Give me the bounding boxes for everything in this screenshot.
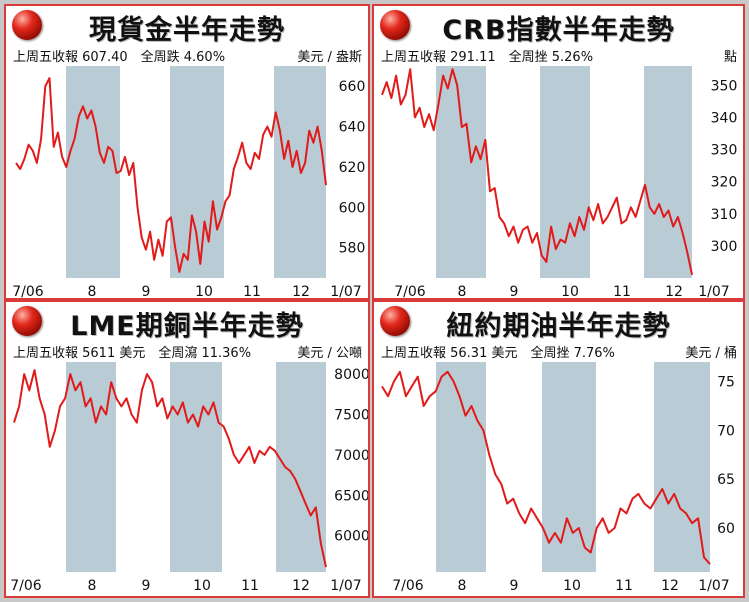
y-tick-label: 6500 — [334, 488, 368, 504]
chart-unit: 點 — [723, 50, 737, 65]
month-band — [170, 362, 222, 572]
y-tick-label: 75 — [717, 375, 735, 391]
chart-unit: 美元 / 盎斯 — [297, 50, 362, 65]
chart-title: CRB指數半年走勢 — [442, 15, 675, 46]
y-tick-label: 350 — [711, 78, 738, 94]
x-tick-label: 8 — [88, 284, 97, 298]
month-band — [436, 362, 486, 572]
y-tick-label: 340 — [711, 110, 738, 126]
x-tick-label: 7/06 — [12, 284, 44, 298]
price-line — [15, 77, 327, 273]
x-tick-label: 1/07 — [330, 284, 361, 298]
month-band — [542, 362, 596, 572]
chart-gold-plot: 580 600 620 640 660 7/06 8 9 10 11 12 1/07 — [12, 66, 366, 298]
chart-title: 現貨金半年走勢 — [89, 15, 285, 46]
chart-summary: 上周五收報 5611 美元 全周瀉 11.36% — [13, 346, 252, 361]
x-tick-label: 10 — [195, 284, 213, 298]
x-tick-label: 11 — [243, 284, 261, 298]
x-tick-label: 9 — [142, 578, 151, 594]
y-tick-label: 7000 — [334, 448, 368, 464]
x-tick-label: 1/07 — [698, 578, 729, 594]
x-tick-label: 9 — [510, 284, 519, 298]
red-ball-icon — [380, 10, 410, 40]
y-tick-label: 640 — [339, 120, 366, 136]
x-tick-label: 12 — [661, 578, 679, 594]
chart-title: LME期銅半年走勢 — [70, 311, 304, 342]
chart-panel-copper: 6000 6500 7000 7500 8000 7/06 8 9 10 11 12 1/07 LME… — [4, 300, 370, 598]
y-tick-label: 580 — [339, 241, 366, 257]
chart-panel-oil: 60 65 70 75 7/06 8 9 10 11 12 1/07 紐約期油半年走勢 上周五收報 … — [372, 300, 745, 598]
chart-summary: 上周五收報 291.11 全周挫 5.26% — [381, 50, 594, 65]
chart-unit: 美元 / 公噸 — [297, 346, 362, 361]
x-tick-label: 11 — [615, 578, 633, 594]
y-tick-label: 8000 — [334, 367, 368, 383]
chart-panel-gold: 580 600 620 640 660 7/06 8 9 10 11 12 1/07 現貨金半年走勢 … — [4, 4, 370, 300]
price-line — [381, 68, 693, 276]
y-tick-label: 65 — [717, 472, 735, 488]
x-tick-label: 7/06 — [10, 578, 42, 594]
month-band — [66, 362, 116, 572]
chart-title: 紐約期油半年走勢 — [446, 311, 671, 342]
red-ball-icon — [380, 306, 410, 336]
x-tick-label: 8 — [88, 578, 97, 594]
price-line — [381, 370, 711, 565]
y-tick-label: 60 — [717, 521, 735, 537]
y-tick-label: 600 — [339, 200, 366, 216]
y-tick-label: 310 — [711, 207, 738, 223]
x-tick-label: 12 — [292, 284, 310, 298]
x-tick-label: 8 — [458, 284, 467, 298]
x-tick-label: 9 — [510, 578, 519, 594]
chart-unit: 美元 / 桶 — [685, 346, 737, 361]
y-tick-label: 70 — [717, 423, 735, 439]
x-tick-label: 10 — [563, 578, 581, 594]
x-tick-label: 11 — [241, 578, 259, 594]
price-line — [13, 369, 327, 568]
x-tick-label: 7/06 — [394, 284, 426, 298]
x-tick-label: 1/07 — [698, 284, 729, 298]
x-tick-label: 10 — [561, 284, 579, 298]
x-tick-label: 12 — [665, 284, 683, 298]
chart-copper-plot: 6000 6500 7000 7500 8000 7/06 8 9 10 11 12 1/07 — [10, 362, 368, 594]
chart-crb-plot: 300 310 320 330 340 350 7/06 8 9 10 11 12 1/07 — [381, 66, 738, 298]
x-tick-label: 8 — [458, 578, 467, 594]
y-tick-label: 330 — [711, 143, 738, 159]
chart-oil-plot: 60 65 70 75 7/06 8 9 10 11 12 1/07 — [381, 362, 735, 594]
chart-summary: 上周五收報 56.31 美元 全周挫 7.76% — [381, 346, 615, 361]
y-tick-label: 6000 — [334, 529, 368, 545]
month-band — [436, 66, 486, 278]
x-tick-label: 11 — [613, 284, 631, 298]
y-tick-label: 660 — [339, 79, 366, 95]
y-tick-label: 300 — [711, 239, 738, 255]
month-band — [66, 66, 120, 278]
y-tick-label: 7500 — [334, 408, 368, 424]
y-tick-label: 320 — [711, 175, 738, 191]
x-tick-label: 10 — [193, 578, 211, 594]
chart-summary: 上周五收報 607.40 全周跌 4.60% — [13, 50, 226, 65]
chart-panel-crb: 300 310 320 330 340 350 7/06 8 9 10 11 12 1/07 CRB指數… — [372, 4, 745, 300]
y-tick-label: 620 — [339, 160, 366, 176]
x-tick-label: 9 — [142, 284, 151, 298]
red-ball-icon — [12, 306, 42, 336]
month-band — [276, 362, 326, 572]
x-tick-label: 1/07 — [330, 578, 361, 594]
x-tick-label: 12 — [292, 578, 310, 594]
red-ball-icon — [12, 10, 42, 40]
x-tick-label: 7/06 — [392, 578, 424, 594]
